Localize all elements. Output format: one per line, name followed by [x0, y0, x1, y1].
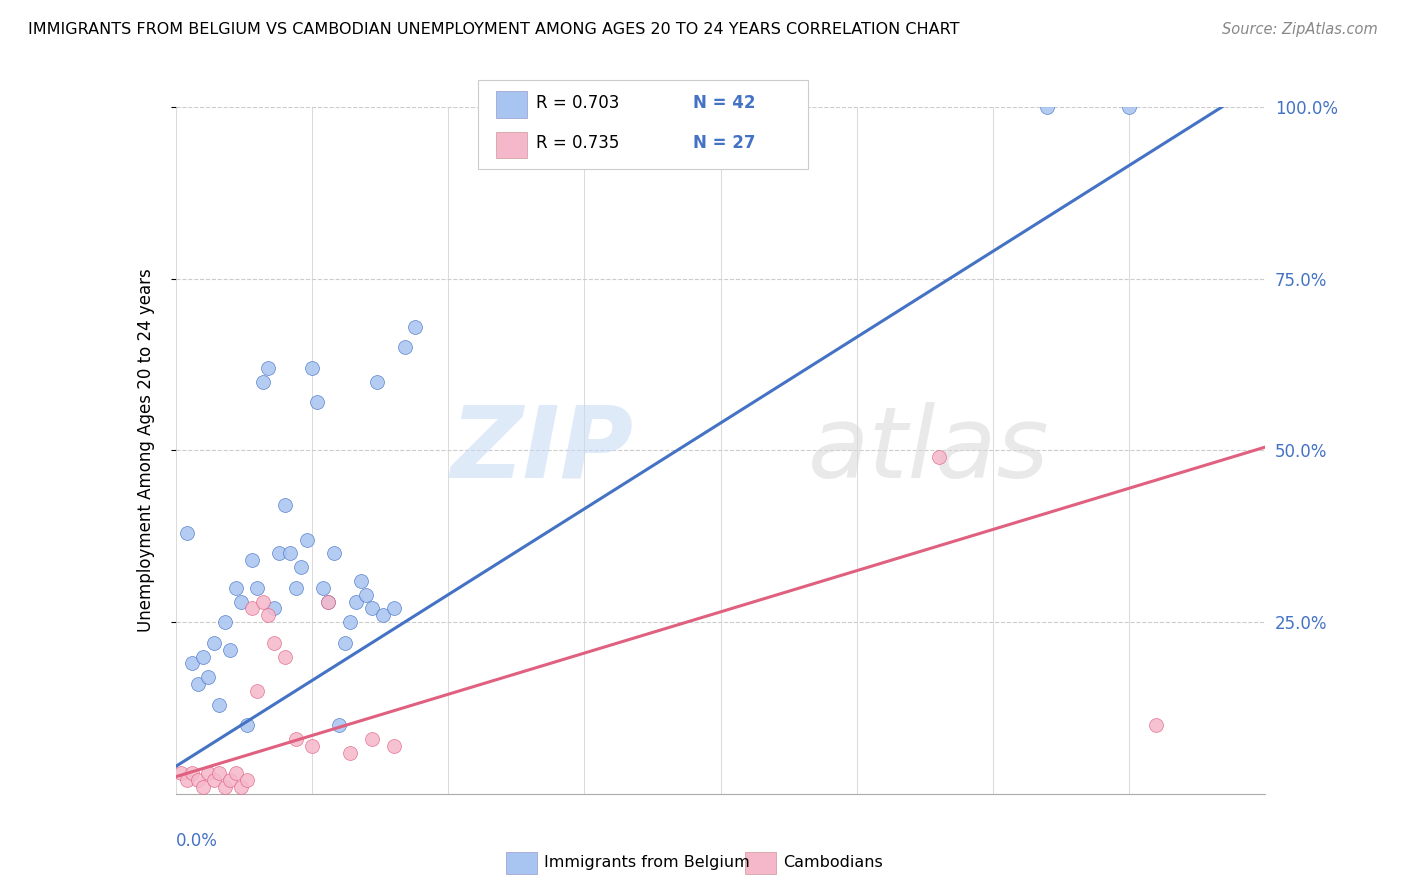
Point: [360, 601, 382, 615]
Point: [181, 657, 204, 671]
Point: [1036, 100, 1059, 114]
Point: [301, 739, 323, 753]
Point: [318, 594, 340, 608]
Point: [1144, 718, 1167, 732]
Point: [928, 450, 950, 465]
Point: [274, 499, 297, 513]
Point: [371, 608, 394, 623]
Point: [191, 780, 214, 794]
Point: [360, 731, 382, 746]
Point: [1118, 100, 1140, 114]
Point: [301, 361, 323, 376]
Point: [263, 601, 285, 615]
Point: [284, 731, 307, 746]
Point: [186, 677, 209, 691]
Point: [339, 746, 361, 760]
Point: [284, 581, 307, 595]
Point: [257, 608, 280, 623]
Point: [269, 546, 291, 561]
Text: N = 42: N = 42: [693, 94, 755, 112]
Point: [405, 319, 427, 334]
Point: [176, 773, 198, 788]
Point: [366, 375, 388, 389]
Text: ZIP: ZIP: [450, 402, 633, 499]
Point: [394, 340, 416, 354]
Point: [312, 581, 335, 595]
Point: [197, 766, 219, 780]
Text: IMMIGRANTS FROM BELGIUM VS CAMBODIAN UNEMPLOYMENT AMONG AGES 20 TO 24 YEARS CORR: IMMIGRANTS FROM BELGIUM VS CAMBODIAN UNE…: [28, 22, 960, 37]
Point: [252, 594, 274, 608]
Text: Cambodians: Cambodians: [783, 855, 883, 870]
Text: atlas: atlas: [807, 402, 1049, 499]
Point: [240, 601, 263, 615]
Point: [225, 766, 247, 780]
Point: [344, 594, 367, 608]
Point: [382, 601, 405, 615]
Point: [246, 683, 269, 698]
Point: [328, 718, 350, 732]
Point: [176, 525, 198, 540]
Point: [231, 594, 253, 608]
Text: N = 27: N = 27: [693, 134, 755, 153]
Point: [339, 615, 361, 630]
Point: [202, 636, 225, 650]
Point: [318, 594, 340, 608]
Text: R = 0.735: R = 0.735: [536, 134, 619, 153]
Point: [208, 766, 231, 780]
Point: [186, 773, 209, 788]
Point: [181, 766, 204, 780]
Point: [333, 636, 356, 650]
Point: [278, 546, 301, 561]
Point: [235, 773, 257, 788]
Point: [235, 718, 257, 732]
Point: [208, 698, 231, 712]
Point: [263, 636, 285, 650]
Point: [382, 739, 405, 753]
Point: [191, 649, 214, 664]
Point: [170, 766, 193, 780]
Point: [257, 361, 280, 376]
Point: [202, 773, 225, 788]
Point: [197, 670, 219, 684]
Text: Source: ZipAtlas.com: Source: ZipAtlas.com: [1222, 22, 1378, 37]
Point: [322, 546, 344, 561]
Text: Immigrants from Belgium: Immigrants from Belgium: [544, 855, 749, 870]
Point: [356, 588, 378, 602]
Point: [219, 642, 242, 657]
Point: [274, 649, 297, 664]
Text: R = 0.703: R = 0.703: [536, 94, 619, 112]
Point: [307, 395, 329, 409]
Point: [219, 773, 242, 788]
Point: [214, 615, 236, 630]
Y-axis label: Unemployment Among Ages 20 to 24 years: Unemployment Among Ages 20 to 24 years: [136, 268, 155, 632]
Point: [225, 581, 247, 595]
Text: 0.0%: 0.0%: [176, 831, 218, 850]
Point: [350, 574, 373, 588]
Point: [231, 780, 253, 794]
Point: [246, 581, 269, 595]
Point: [295, 533, 318, 547]
Point: [252, 375, 274, 389]
Point: [214, 780, 236, 794]
Point: [240, 553, 263, 567]
Point: [290, 560, 312, 574]
